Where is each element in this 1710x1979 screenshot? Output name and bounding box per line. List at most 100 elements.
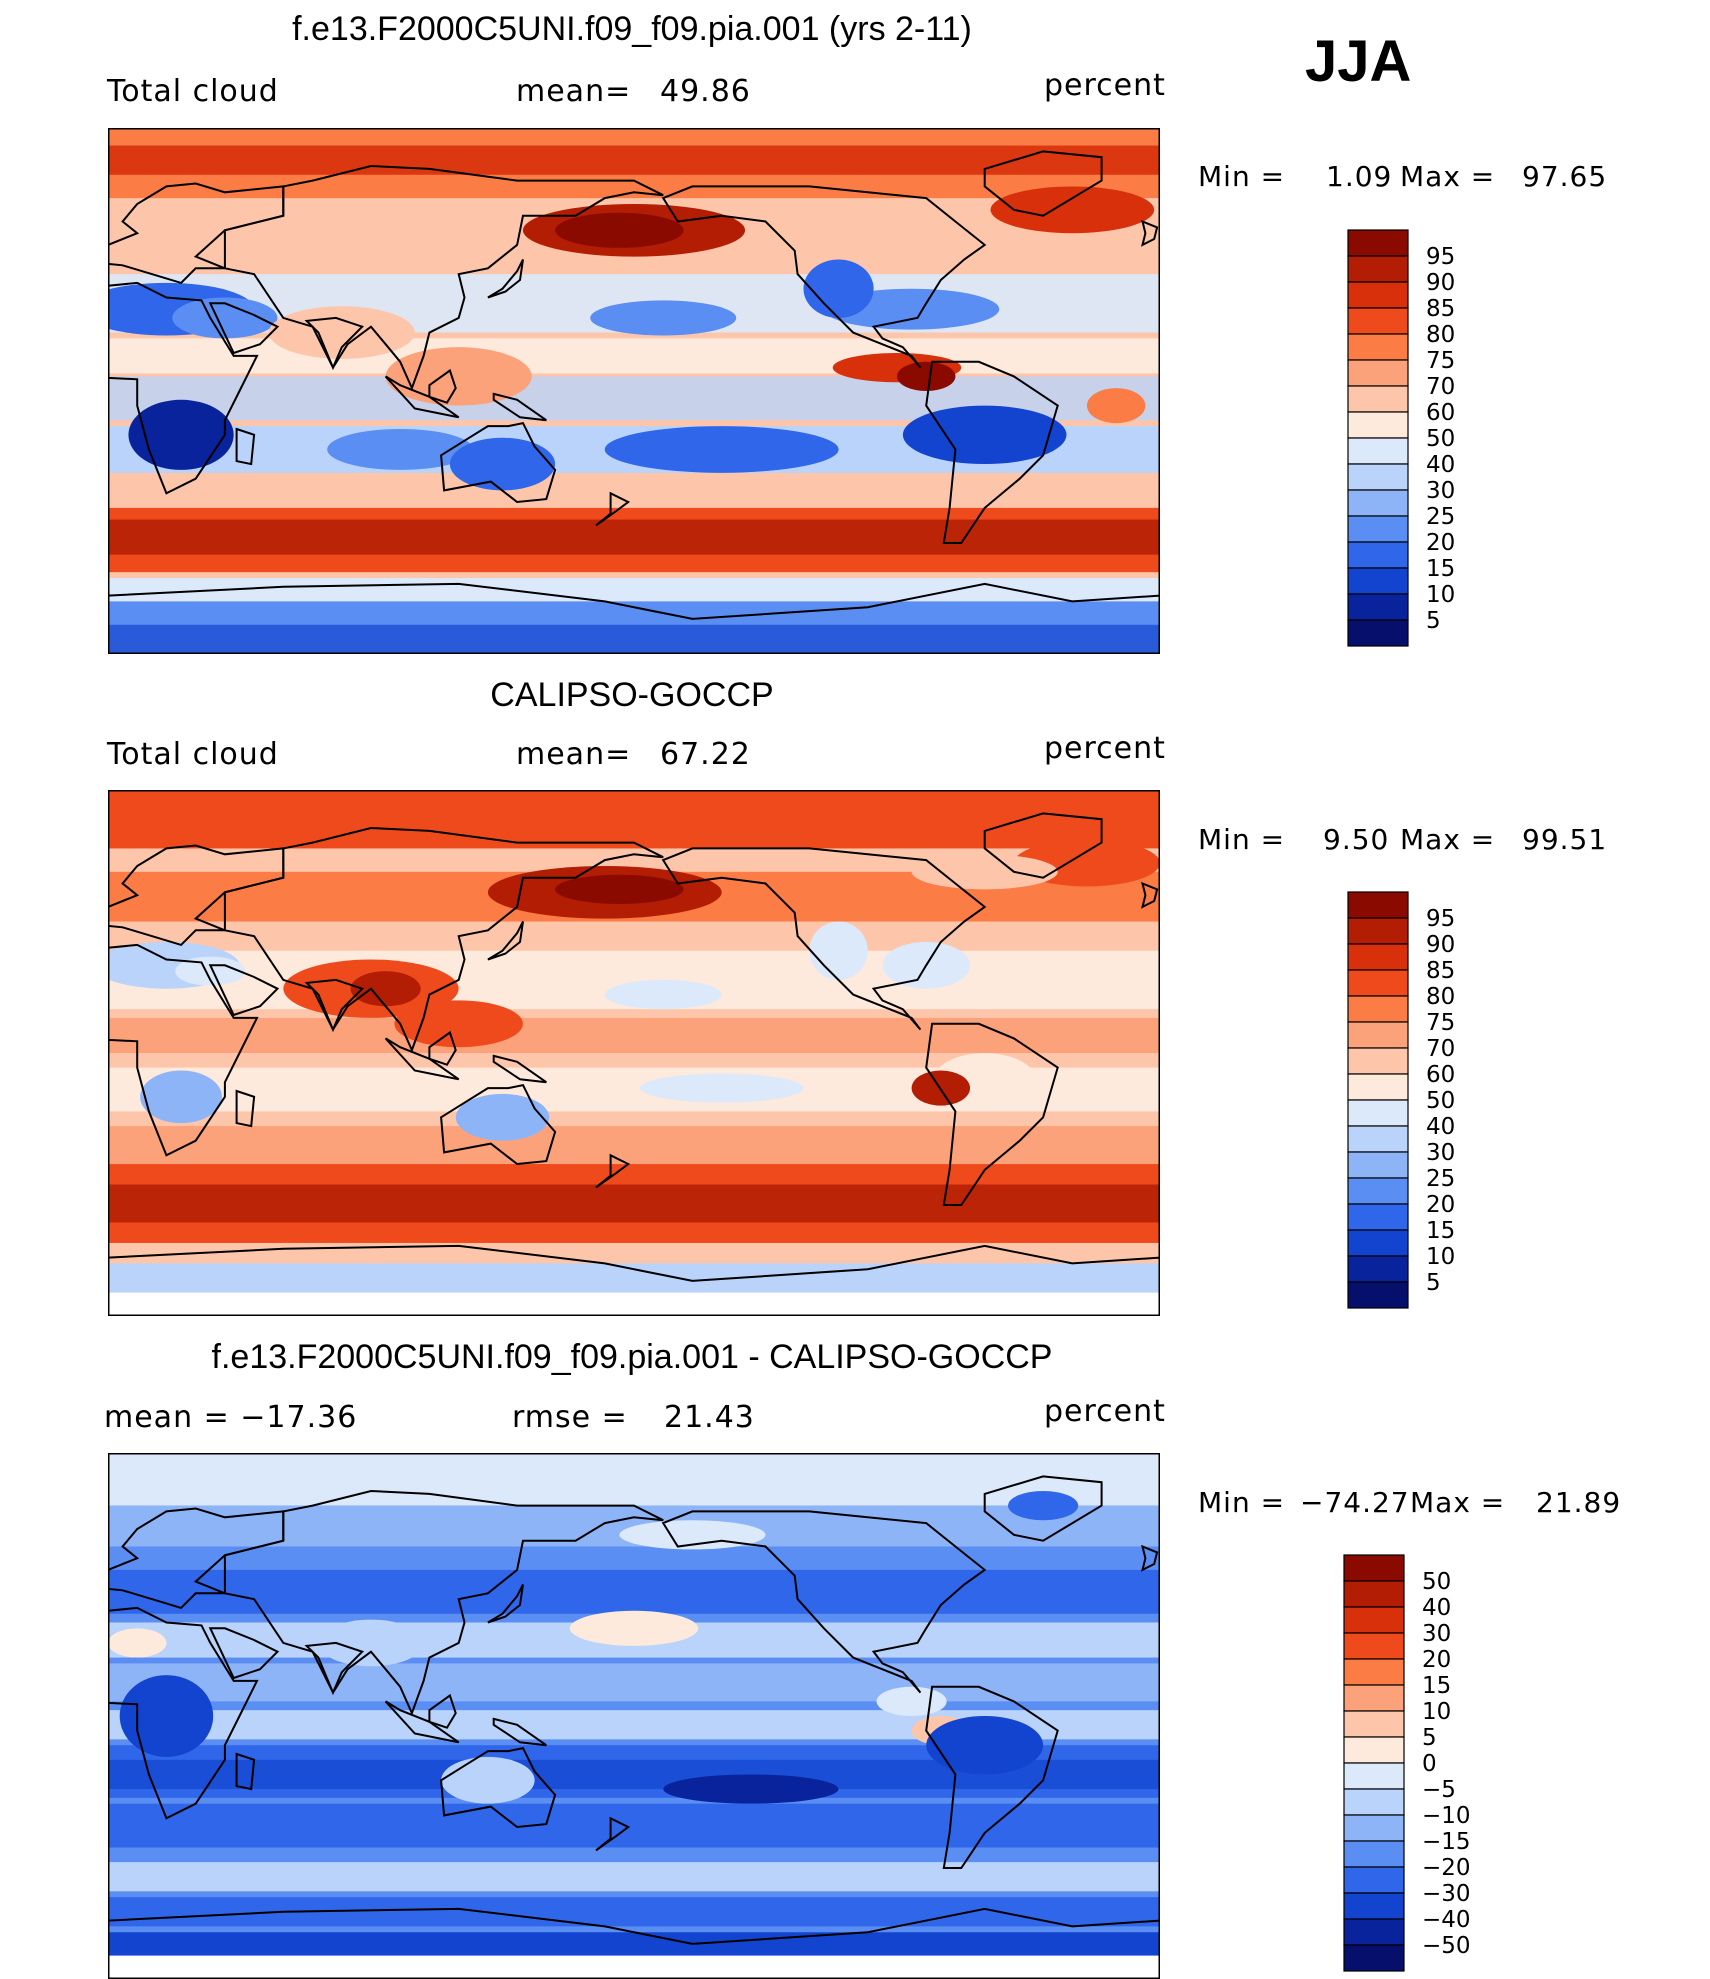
cloud-region bbox=[268, 306, 415, 359]
colorbar-tick-label: −5 bbox=[1422, 1777, 1456, 1803]
panel-1-variable: Total cloud bbox=[107, 74, 279, 109]
coastline-n-america bbox=[661, 185, 987, 369]
colorbar-box bbox=[1343, 1632, 1405, 1660]
colorbar-box bbox=[1347, 385, 1409, 413]
panel-3-units: percent bbox=[1044, 1394, 1166, 1429]
colorbar-tick-label: 5 bbox=[1426, 608, 1441, 634]
colorbar-tick-label: 90 bbox=[1426, 932, 1455, 958]
colorbar-tick-label: 15 bbox=[1426, 1218, 1455, 1244]
cloud-region bbox=[555, 212, 684, 248]
coastline-madagascar bbox=[235, 1089, 256, 1128]
coastline-greenland bbox=[983, 812, 1103, 879]
colorbar-tick-label: 85 bbox=[1426, 958, 1455, 984]
panel-3-min-label: Min = bbox=[1198, 1486, 1286, 1519]
coastline-madagascar bbox=[235, 1752, 256, 1791]
colorbar-box bbox=[1347, 1151, 1409, 1179]
cloud-region bbox=[604, 426, 839, 473]
colorbar-tick-label: 10 bbox=[1426, 582, 1455, 608]
panel-3-map bbox=[108, 1453, 1160, 1979]
panel-1-min-label: Min = bbox=[1198, 160, 1286, 193]
coastline-antarctica bbox=[108, 1244, 1160, 1282]
colorbar-box bbox=[1343, 1944, 1405, 1972]
colorbar-box bbox=[1347, 1099, 1409, 1127]
panel-2-units: percent bbox=[1044, 731, 1166, 766]
cloud-region bbox=[140, 1070, 222, 1124]
panel-2-mean-value: 67.22 bbox=[660, 737, 751, 772]
coastline-asia bbox=[223, 164, 664, 391]
lat-band bbox=[108, 478, 1160, 503]
panel-2-map bbox=[108, 790, 1160, 1316]
coastline-arabia bbox=[208, 1627, 280, 1680]
panel-2-title: CALIPSO-GOCCP bbox=[490, 676, 774, 714]
colorbar-tick-label: 30 bbox=[1426, 1140, 1455, 1166]
coastline-indonesia bbox=[384, 1700, 460, 1744]
panel-2-min-value: 9.50 bbox=[1323, 823, 1390, 856]
cloud-region bbox=[172, 297, 278, 339]
cloud-region bbox=[449, 437, 556, 491]
colorbar-tick-label: −50 bbox=[1422, 1933, 1471, 1959]
colorbar-box bbox=[1347, 463, 1409, 491]
colorbar-tick-label: 70 bbox=[1426, 374, 1455, 400]
coastline-s-america bbox=[925, 1685, 1059, 1869]
panel-3-max-value: 21.89 bbox=[1536, 1486, 1622, 1519]
colorbar-box bbox=[1347, 333, 1409, 361]
colorbar-box bbox=[1343, 1736, 1405, 1764]
coastline-n-america bbox=[661, 847, 987, 1031]
colorbar-tick-label: 70 bbox=[1426, 1036, 1455, 1062]
map-frame bbox=[108, 790, 1160, 1316]
coastline-antarctica bbox=[108, 582, 1160, 620]
cloud-region bbox=[350, 971, 421, 1007]
lat-band bbox=[108, 1017, 1160, 1053]
panel-3-rmse-value: 21.43 bbox=[664, 1400, 755, 1435]
map-field bbox=[108, 1453, 1160, 1979]
colorbar-tick-label: 75 bbox=[1426, 1010, 1455, 1036]
colorbar-tick-label: 40 bbox=[1422, 1595, 1451, 1621]
colorbar-tick-label: 40 bbox=[1426, 452, 1455, 478]
colorbar-box bbox=[1347, 1281, 1409, 1309]
coastline-new-guinea bbox=[492, 1054, 547, 1084]
cloud-region bbox=[911, 854, 1058, 890]
coastline-japan bbox=[487, 921, 524, 961]
colorbar-box bbox=[1347, 1047, 1409, 1075]
colorbar-tick-label: 50 bbox=[1422, 1569, 1451, 1595]
coastline-africa bbox=[108, 281, 259, 495]
cloud-region bbox=[175, 956, 246, 986]
panel-3-rmse-label: rmse = bbox=[512, 1400, 628, 1435]
cloud-region bbox=[876, 1686, 947, 1716]
lat-band bbox=[108, 519, 1160, 555]
cloud-region bbox=[555, 874, 684, 904]
cloud-region bbox=[990, 186, 1155, 234]
colorbar-box bbox=[1347, 229, 1409, 257]
map-frame bbox=[108, 128, 1160, 654]
colorbar-tick-label: 15 bbox=[1422, 1673, 1451, 1699]
cloud-region bbox=[327, 428, 474, 470]
lat-band bbox=[108, 1932, 1160, 1956]
lat-band bbox=[108, 145, 1160, 175]
lat-band bbox=[108, 1263, 1160, 1293]
panel-2-max-label: Max = bbox=[1400, 823, 1496, 856]
colorbar-box bbox=[1343, 1554, 1405, 1582]
lat-band bbox=[108, 624, 1160, 654]
panel-1-mean-value: 49.86 bbox=[660, 74, 751, 109]
coastline-japan bbox=[487, 259, 524, 299]
cloud-region bbox=[569, 1610, 699, 1646]
cloud-region bbox=[926, 1716, 1044, 1775]
colorbar-tick-label: 10 bbox=[1422, 1699, 1451, 1725]
colorbar-tick-label: 5 bbox=[1422, 1725, 1437, 1751]
coastline-new-zealand bbox=[595, 491, 631, 527]
lat-band bbox=[108, 1955, 1160, 1979]
cloud-region bbox=[119, 1675, 214, 1757]
colorbar-box bbox=[1347, 1203, 1409, 1231]
colorbar-box bbox=[1347, 359, 1409, 387]
lat-band bbox=[108, 1663, 1160, 1702]
colorbar-tick-label: 75 bbox=[1426, 348, 1455, 374]
season-label: JJA bbox=[1305, 29, 1412, 94]
panel-2-max-value: 99.51 bbox=[1522, 823, 1608, 856]
colorbar-box bbox=[1347, 995, 1409, 1023]
colorbar-box bbox=[1343, 1658, 1405, 1686]
coastline-indonesia bbox=[384, 1037, 460, 1081]
coastline-india bbox=[304, 316, 365, 371]
coastline-madagascar bbox=[235, 427, 256, 466]
